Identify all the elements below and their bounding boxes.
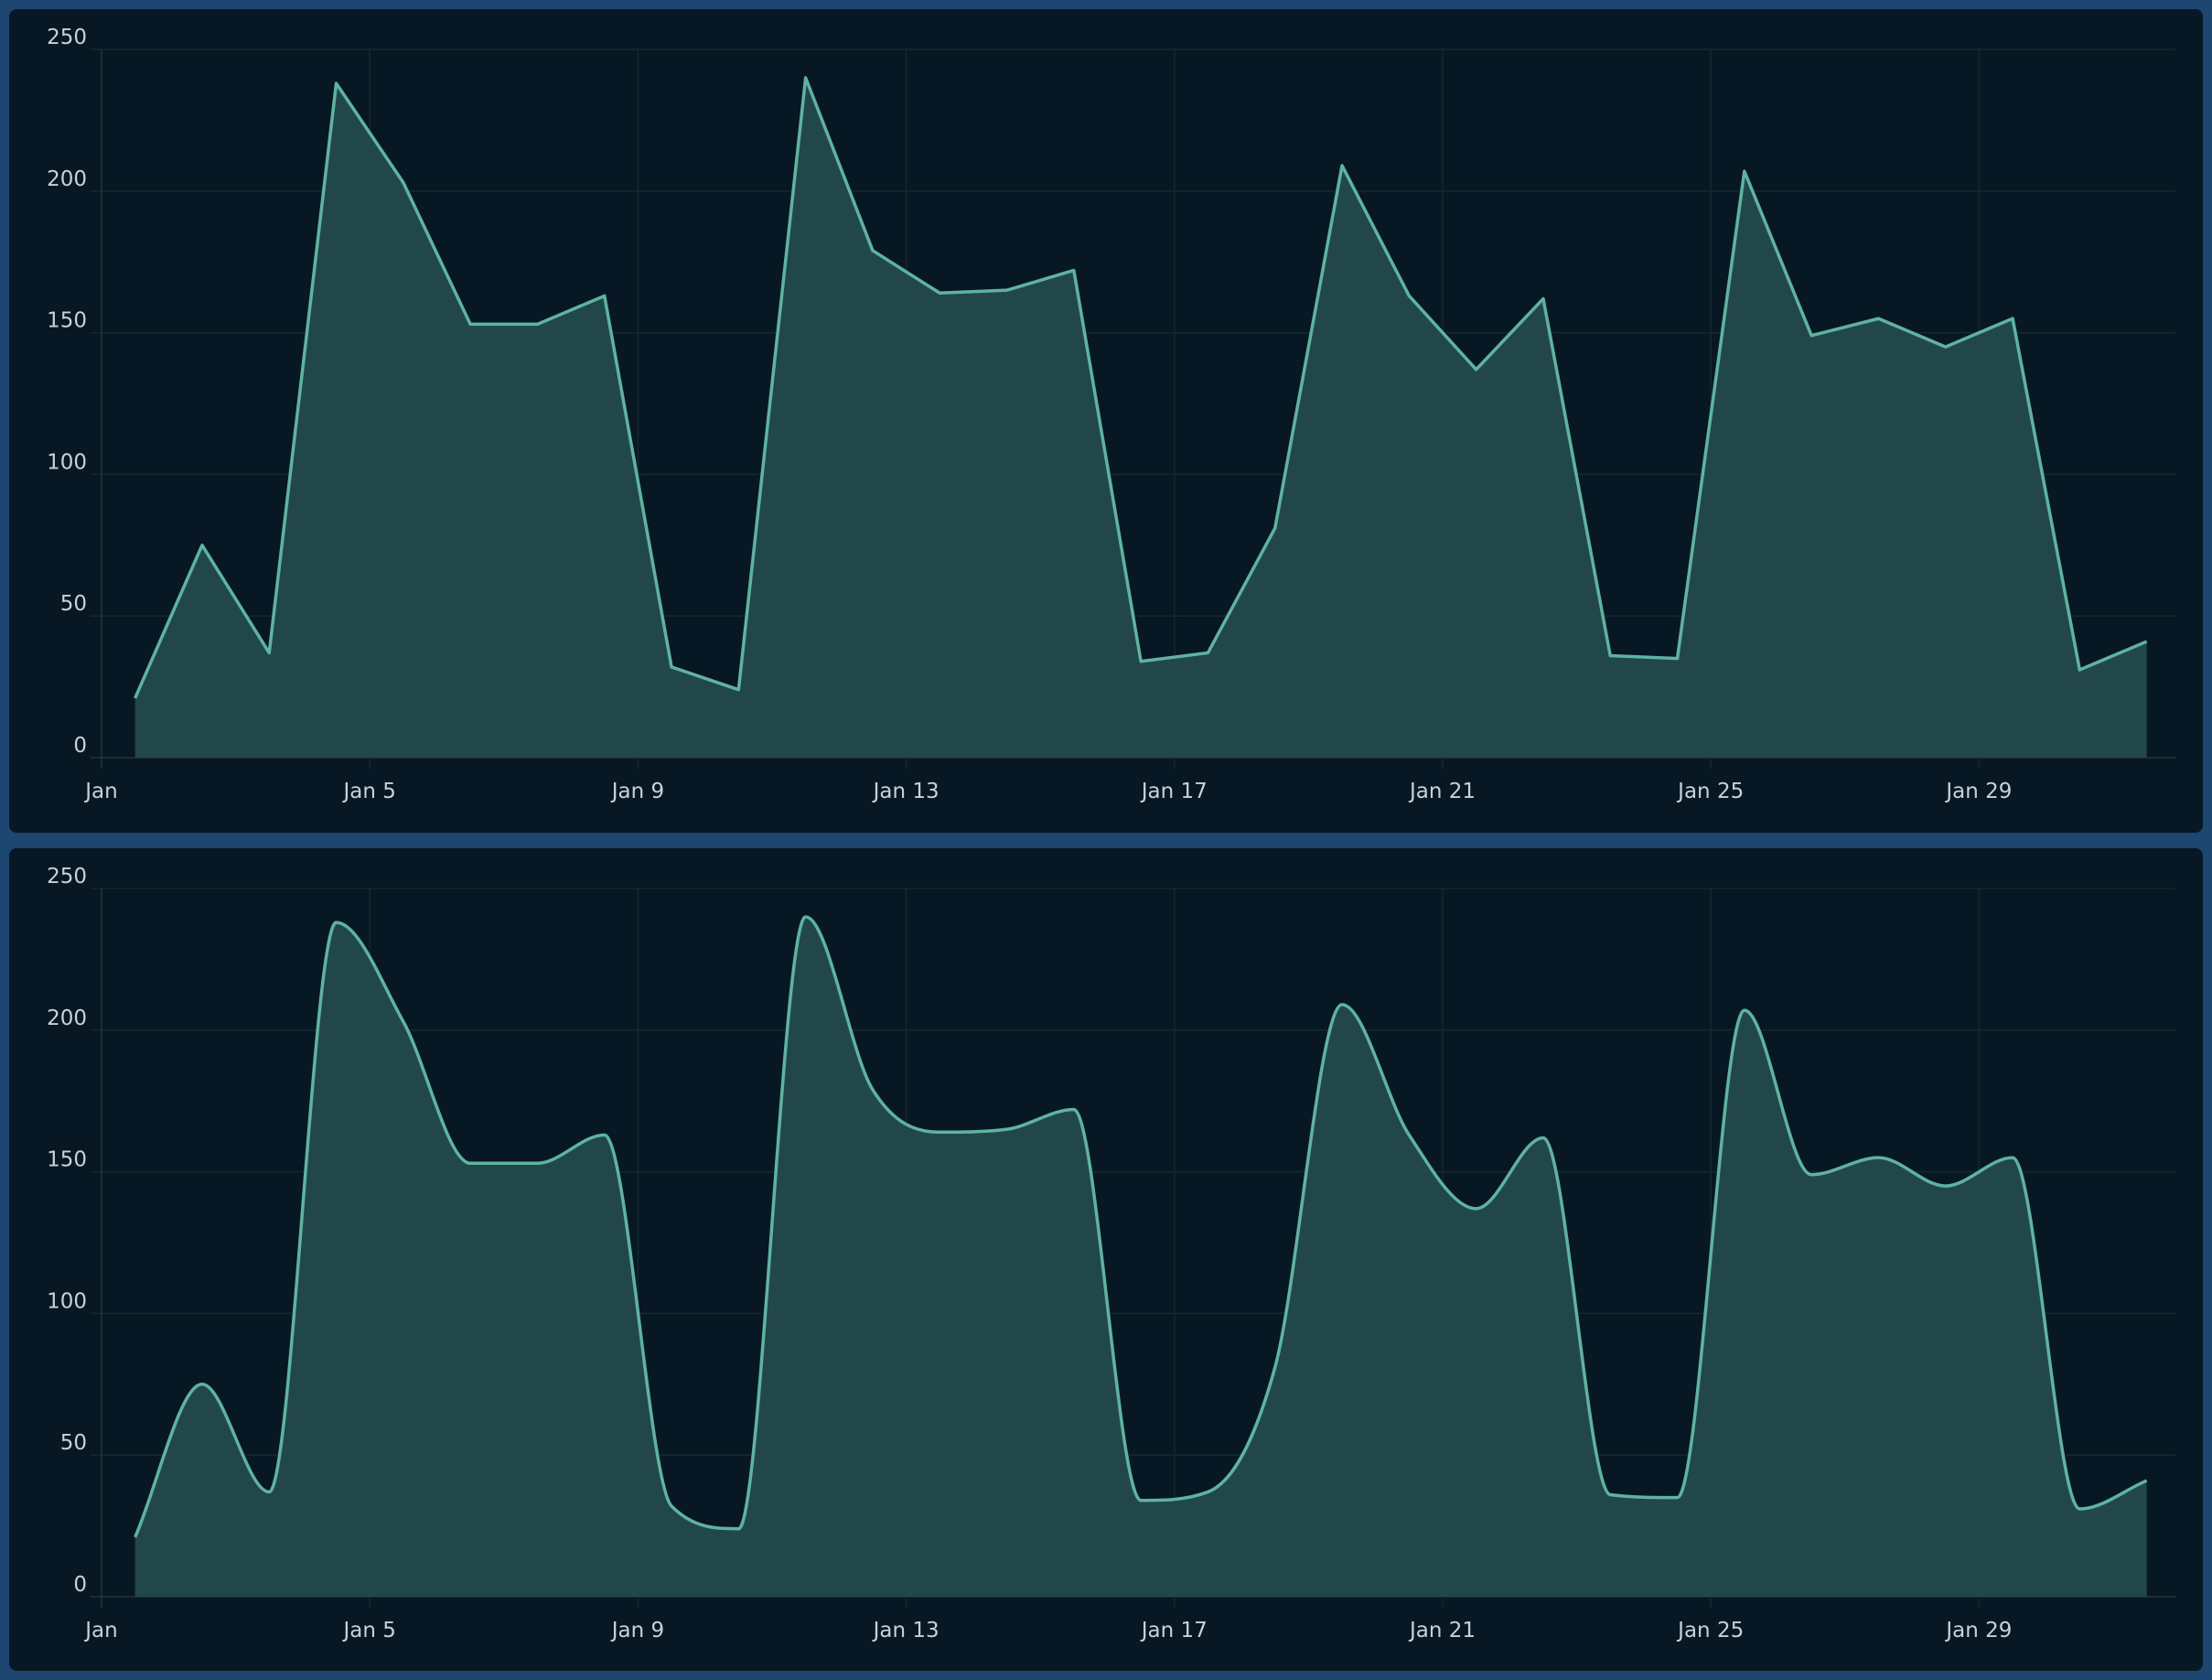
y-tick-label: 50 — [60, 592, 87, 616]
data-point-jan-1 — [133, 695, 138, 701]
data-point-jan-23 — [1607, 1492, 1613, 1498]
data-point-jan-14 — [1004, 287, 1010, 293]
y-tick-label: 150 — [47, 1148, 87, 1172]
y-tick-label: 250 — [47, 26, 87, 49]
data-point-jan-15 — [1071, 267, 1077, 273]
data-point-jan-4 — [334, 920, 339, 925]
area-chart-linear: 0 50 100 150 200 250 Jan Jan 5 Jan 9 Jan 13 Jan 17… — [47, 26, 2175, 803]
y-tick-label: 200 — [47, 1007, 87, 1030]
data-point-jan-21 — [1474, 367, 1479, 372]
x-tick-label: Jan 25 — [1676, 780, 1744, 803]
data-point-jan-7 — [534, 321, 540, 327]
data-point-jan-19 — [1339, 1002, 1345, 1007]
data-point-jan-3 — [266, 650, 272, 655]
data-point-jan-11 — [803, 914, 809, 920]
data-point-jan-16 — [1138, 1498, 1144, 1503]
data-point-jan-2 — [199, 1382, 205, 1387]
data-point-jan-11 — [803, 75, 809, 81]
data-point-jan-6 — [467, 1160, 473, 1166]
x-tick-label: Jan 17 — [1140, 780, 1208, 803]
x-tick-label: Jan 21 — [1408, 780, 1476, 803]
x-tick-label: Jan 5 — [341, 1619, 395, 1642]
data-point-jan-22 — [1541, 1135, 1546, 1140]
data-point-jan-16 — [1138, 659, 1144, 664]
area-chart-smooth: 0 50 100 150 200 250 Jan Jan 5 Jan 9 Jan 13 Jan 17… — [47, 865, 2175, 1642]
series-line — [134, 76, 2148, 699]
data-point-jan-19 — [1339, 163, 1345, 168]
data-point-jan-23 — [1607, 653, 1613, 659]
data-point-jan-2 — [199, 543, 205, 548]
data-point-jan-20 — [1406, 1132, 1412, 1137]
data-point-jan-21 — [1474, 1206, 1479, 1212]
data-point-jan-1 — [133, 1535, 138, 1540]
data-point-jan-29 — [2010, 1155, 2015, 1160]
data-point-jan-6 — [467, 321, 473, 327]
data-point-jan-26 — [1809, 333, 1814, 339]
x-tick-label: Jan 9 — [610, 780, 664, 803]
data-point-jan-15 — [1071, 1106, 1077, 1112]
chart-panel-smooth: 0 50 100 150 200 250 Jan Jan 5 Jan 9 Jan 13 Jan 17… — [9, 848, 2203, 1671]
x-tick-label: Jan 17 — [1140, 1619, 1208, 1642]
x-tick-label: Jan 9 — [610, 1619, 664, 1642]
series-area-fill — [134, 916, 2147, 1597]
data-point-jan-10 — [736, 1526, 741, 1532]
data-point-jan-29 — [2010, 316, 2015, 321]
data-point-jan-17 — [1205, 1489, 1210, 1494]
data-point-jan-12 — [870, 1087, 875, 1093]
y-tick-label: 100 — [47, 450, 87, 474]
y-tick-label: 0 — [73, 734, 87, 758]
data-point-jan-28 — [1943, 344, 1949, 350]
data-point-jan-18 — [1272, 1364, 1278, 1370]
data-point-jan-20 — [1406, 293, 1412, 298]
data-point-jan-17 — [1205, 650, 1210, 655]
y-tick-label: 50 — [60, 1431, 87, 1455]
x-tick-label: Jan 25 — [1676, 1619, 1744, 1642]
x-tick-label: Jan 13 — [872, 780, 940, 803]
data-point-jan-24 — [1675, 656, 1680, 662]
data-point-jan-22 — [1541, 296, 1546, 301]
data-point-jan-26 — [1809, 1172, 1814, 1178]
y-tick-label: 150 — [47, 309, 87, 333]
data-point-jan-18 — [1272, 525, 1278, 531]
data-point-jan-9 — [669, 1503, 674, 1509]
data-point-jan-31 — [2144, 1478, 2150, 1483]
data-point-jan-27 — [1875, 1155, 1881, 1160]
data-point-jan-24 — [1675, 1495, 1680, 1501]
series-line — [134, 915, 2148, 1538]
data-point-jan-13 — [937, 1129, 942, 1135]
x-tick-label: Jan 29 — [1944, 1619, 2012, 1642]
data-point-jan-4 — [334, 81, 339, 86]
data-point-jan-14 — [1004, 1126, 1010, 1132]
x-tick-label: Jan 29 — [1944, 780, 2012, 803]
chart-panel-linear: 0 50 100 150 200 250 Jan Jan 5 Jan 9 Jan 13 Jan 17… — [9, 9, 2203, 833]
data-point-jan-8 — [602, 293, 607, 298]
data-point-jan-30 — [2077, 1506, 2082, 1512]
data-point-jan-31 — [2144, 639, 2150, 644]
x-tick-label: Jan 21 — [1408, 1619, 1476, 1642]
series-area-fill — [134, 77, 2147, 758]
data-point-jan-9 — [669, 664, 674, 670]
data-point-jan-5 — [401, 180, 406, 186]
data-point-jan-13 — [937, 290, 942, 296]
y-tick-label: 0 — [73, 1573, 87, 1597]
data-point-jan-3 — [266, 1489, 272, 1494]
data-point-jan-10 — [736, 687, 741, 693]
y-tick-label: 100 — [47, 1289, 87, 1313]
x-tick-label: Jan 13 — [872, 1619, 940, 1642]
data-point-jan-12 — [870, 248, 875, 253]
data-point-jan-25 — [1742, 168, 1747, 174]
data-point-jan-28 — [1943, 1183, 1949, 1189]
data-point-jan-8 — [602, 1132, 607, 1137]
data-point-jan-7 — [534, 1160, 540, 1166]
y-tick-label: 250 — [47, 865, 87, 888]
x-tick-label: Jan — [83, 780, 117, 803]
x-tick-label: Jan 5 — [341, 780, 395, 803]
data-point-jan-27 — [1875, 316, 1881, 321]
data-point-jan-5 — [401, 1019, 406, 1025]
data-point-jan-30 — [2077, 667, 2082, 673]
data-point-jan-25 — [1742, 1007, 1747, 1013]
x-tick-label: Jan — [83, 1619, 117, 1642]
y-tick-label: 200 — [47, 167, 87, 191]
